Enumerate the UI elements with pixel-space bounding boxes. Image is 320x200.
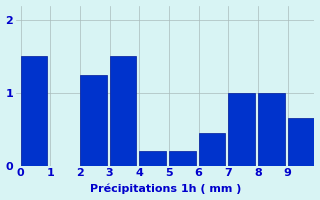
Bar	[169, 151, 196, 166]
Bar	[228, 93, 255, 166]
Bar	[199, 133, 225, 166]
Bar	[139, 151, 166, 166]
Bar	[109, 56, 136, 166]
Bar	[20, 56, 47, 166]
Bar	[288, 118, 315, 166]
Bar	[80, 75, 107, 166]
X-axis label: Précipitations 1h ( mm ): Précipitations 1h ( mm )	[90, 184, 241, 194]
Bar	[258, 93, 285, 166]
